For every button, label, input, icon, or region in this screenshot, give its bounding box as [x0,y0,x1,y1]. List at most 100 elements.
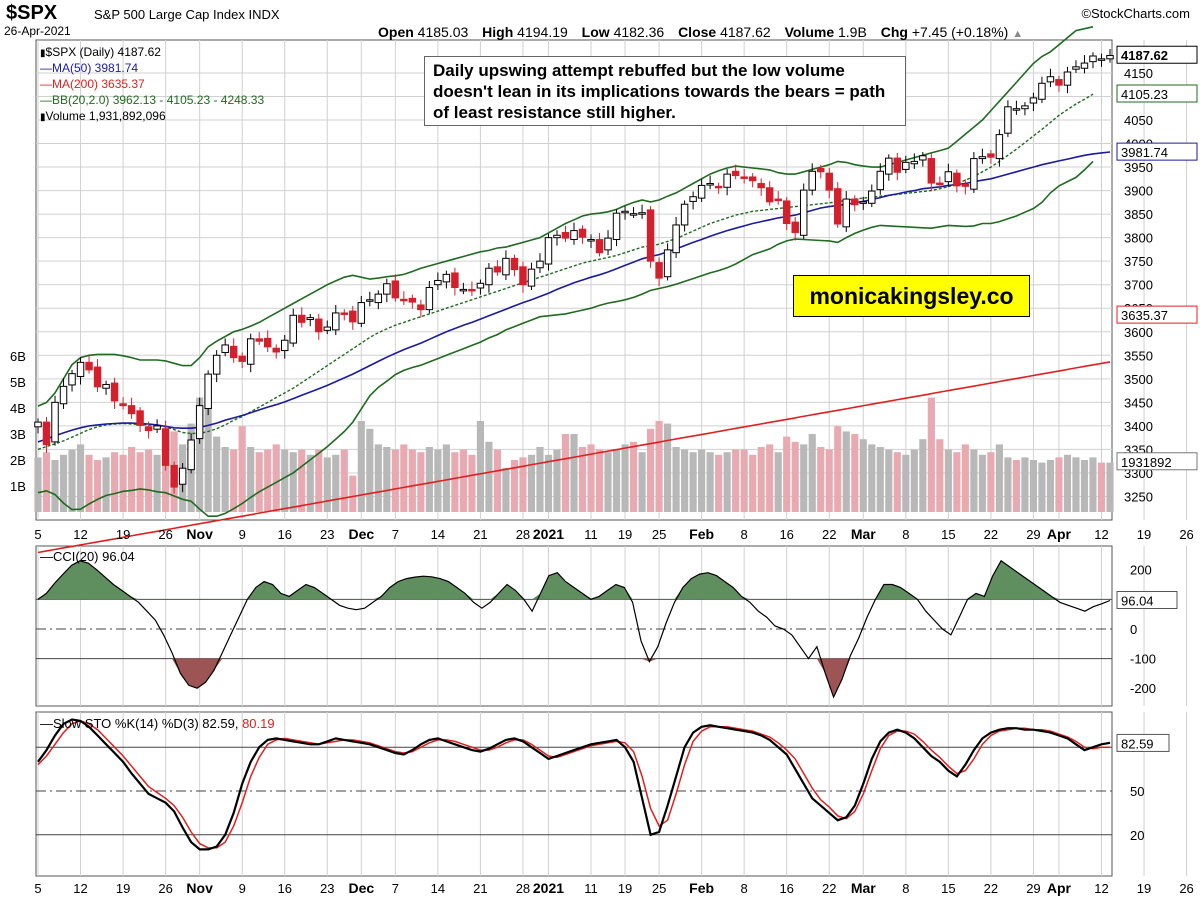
candle-body [76,361,85,377]
volume-bar [953,452,961,512]
volume-bar [698,449,706,512]
x-tick-label: 5 [34,527,41,542]
x-tick-label: 28 [516,881,530,896]
volume-bar [34,457,42,512]
candle-body [638,212,646,215]
candle-body [689,196,697,202]
sto-panel-frame [35,711,1113,877]
volume-bar [910,449,918,512]
candle-body [1046,76,1055,83]
volume-bar [987,452,995,512]
volume-bar [255,452,263,512]
legend-ma50-text: MA(50) 3981.74 [52,61,139,75]
volume-bar [349,475,357,512]
volume-bar [732,449,740,512]
candle-body [221,344,229,353]
x-tick-label: 22 [984,881,998,896]
x-tick-label: 26 [158,881,172,896]
close-label: Close [678,24,717,40]
x-tick-label: 23 [320,881,334,896]
sto-tick-label: 20 [1130,828,1144,843]
candle-body [178,467,187,485]
volume-bar [995,444,1003,512]
x-tick-label: 19 [116,527,130,542]
candle-body [510,257,519,271]
candle-body [102,383,110,389]
volume-tick-label: 3B [10,427,26,442]
candle-body [706,183,714,186]
volume-bar [272,444,280,512]
candle-body [468,288,476,292]
volume-bar [323,457,331,512]
x-tick-label: 8 [741,881,748,896]
volume-bar [204,382,212,512]
volume-bar [340,449,348,512]
volume-bar [76,444,85,512]
volume-bar [808,434,816,512]
legend-ma200: —MA(200) 3635.37 [40,77,145,91]
candle-body [842,198,850,228]
volume-bar [281,449,289,512]
low-value: 4182.36 [613,24,665,40]
x-tick-label: 22 [822,881,836,896]
volume-bar [646,428,655,512]
price-tag-bb-mid-box [1116,84,1198,103]
candle-body [323,326,332,331]
x-tick-label: 8 [902,881,909,896]
x-tick-label: 8 [741,527,748,542]
candle-body [527,268,536,287]
candle-body [578,228,587,238]
ma200-line-icon: — [40,77,52,91]
cci-tag: 96.04 [1121,594,1154,609]
y-tick-label: 4150 [1124,66,1153,81]
x-tick-label: 5 [34,881,41,896]
cci-overbought-fill [38,560,1110,600]
volume-bar [119,454,127,512]
volume-tag: 1931892 [1121,455,1172,470]
volume-bar [944,449,952,512]
brand-link[interactable]: ©StockCharts.com [1081,6,1190,21]
volume-bar [366,428,374,512]
chg-label: Chg [880,24,908,40]
cci-legend: —CCI(20) 96.04 [40,549,135,564]
candle-body [536,260,544,269]
sto-d-line [37,720,1110,849]
volume-bar [383,447,391,512]
volume-bar [493,449,502,512]
candle-body [936,182,944,186]
volume-bar [1046,460,1055,512]
candle-body [153,425,161,430]
volume-bar [51,460,59,512]
candle-body [629,213,638,216]
bb-middle-line [37,93,1094,451]
volume-bar [264,449,272,512]
volume-bar [570,434,578,512]
candle-body [663,249,672,278]
candle-body [425,287,434,311]
volume-bar [902,454,910,512]
candle-body [42,421,51,446]
volume-bar [919,439,927,512]
candle-body [442,273,451,283]
x-tick-label: 16 [277,527,291,542]
candle-body [680,203,689,226]
legend-bb: —BB(20,2.0) 3962.13 - 4105.23 - 4248.33 [40,93,264,107]
volume-bar [629,441,638,512]
price-tag-ma50: 3981.74 [1121,145,1168,160]
candle-body [825,172,833,191]
price-tag-ma50-box [1116,142,1198,161]
legend-volume: ▮Volume 1,931,892,096 [40,109,166,123]
volume-tick-label: 2B [10,453,26,468]
volume-bar [1106,462,1114,512]
volume-bar [1038,462,1046,512]
volume-bar [306,454,314,512]
bb-lower-line [37,160,1094,518]
candle-body [391,280,400,299]
x-tick-label: 26 [158,527,172,542]
x-tick-label: 12 [1094,527,1108,542]
candle-body [1004,106,1012,134]
volume-bar [893,452,901,512]
sto-tag: 82.59 [1121,736,1154,751]
volume-tag-box [1116,452,1198,471]
volume-bar [1055,457,1063,512]
